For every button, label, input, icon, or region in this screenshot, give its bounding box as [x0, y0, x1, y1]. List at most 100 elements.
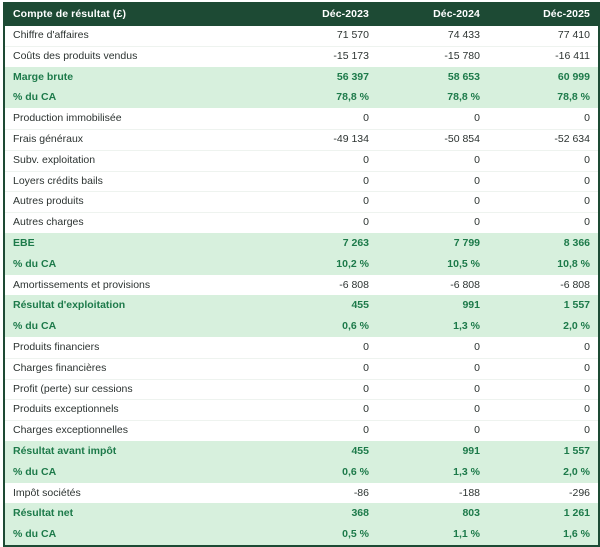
row-label: Production immobilisée	[4, 108, 266, 130]
row-value: 0	[488, 170, 599, 192]
row-value: 991	[377, 295, 488, 317]
row-value: -15 780	[377, 45, 488, 68]
table-row: % du CA 78,8 % 78,8 % 78,8 %	[4, 87, 599, 109]
row-label: Profit (perte) sur cessions	[4, 378, 266, 400]
table-row: % du CA 0,6 % 1,3 % 2,0 %	[4, 316, 599, 338]
table-row: Loyers crédits bails 0 0 0	[4, 170, 599, 192]
row-value: 10,5 %	[377, 253, 488, 276]
row-label: Marge brute	[4, 66, 266, 88]
row-value: 0,6 %	[266, 316, 377, 338]
row-value: -50 854	[377, 128, 488, 151]
row-value: 74 433	[447, 29, 480, 41]
row-label: Coûts des produits vendus	[4, 45, 266, 68]
row-value: 0	[266, 357, 377, 380]
row-value: 0	[266, 378, 377, 400]
row-value: 0	[377, 149, 488, 172]
row-label: Produits exceptionnels	[4, 399, 266, 421]
table-row: Charges financières 0 0 0	[4, 357, 599, 380]
row-label: Résultat d'exploitation	[4, 295, 266, 317]
row-value: -188	[377, 482, 488, 504]
row-label: Chiffre d'affaires	[13, 29, 89, 41]
row-value: -6 808	[377, 274, 488, 296]
table-row: Subv. exploitation 0 0 0	[4, 149, 599, 172]
row-value: 56 397	[266, 66, 377, 88]
row-value: -16 411	[488, 45, 599, 68]
row-value: 0	[266, 149, 377, 172]
row-label: Subv. exploitation	[4, 149, 266, 172]
row-value: 0	[266, 191, 377, 213]
row-value: 0	[488, 108, 599, 130]
row-value: 0	[488, 191, 599, 213]
row-label: Autres produits	[4, 191, 266, 213]
table-row: Amortissements et provisions -6 808 -6 808…	[4, 274, 599, 296]
row-value: 991	[377, 440, 488, 463]
row-label: % du CA	[4, 461, 266, 484]
table-row: % du CA 0,6 % 1,3 % 2,0 %	[4, 461, 599, 484]
column-header-period-3: Déc-2025	[543, 8, 590, 20]
row-value: 1 557	[488, 295, 599, 317]
row-value: 10,8 %	[488, 253, 599, 276]
row-value: 71 570	[336, 29, 369, 41]
row-value: 0	[266, 336, 377, 359]
row-value: 2,0 %	[488, 461, 599, 484]
table-row: Coûts des produits vendus -15 173 -15 780-…	[4, 45, 599, 68]
row-value: -49 134	[266, 128, 377, 151]
row-label: Charges exceptionnelles	[4, 420, 266, 442]
table-row: Marge brute 56 397 58 653 60 999	[4, 66, 599, 88]
table-row: % du CA 0,5 % 1,1 % 1,6 %	[4, 524, 599, 546]
row-label: % du CA	[4, 524, 266, 546]
column-header-period-1: Déc-2023	[322, 8, 369, 20]
row-value: -86	[266, 482, 377, 504]
row-value: 0	[266, 170, 377, 192]
row-value: 1,3 %	[377, 316, 488, 338]
row-value: 58 653	[377, 66, 488, 88]
table-row: Autres produits 0 0 0	[4, 191, 599, 213]
row-label: Frais généraux	[4, 128, 266, 151]
row-value: 1,1 %	[377, 524, 488, 546]
row-label: % du CA	[4, 316, 266, 338]
row-value: 60 999	[488, 66, 599, 88]
income-statement-table: Compte de résultat (£) Déc-2023 Déc-2024…	[3, 2, 600, 547]
row-value: 0	[488, 336, 599, 359]
table-row: Impôt sociétés -86 -188 -296	[4, 482, 599, 504]
row-value: -52 634	[488, 128, 599, 151]
row-value: 0,5 %	[266, 524, 377, 546]
row-value: 78,8 %	[266, 87, 377, 109]
row-label: % du CA	[4, 253, 266, 276]
table-body: Chiffre d'affaires 71 570 74 433 77 410 Coût…	[4, 26, 599, 546]
row-value: 1,6 %	[488, 524, 599, 546]
row-value: 0	[377, 420, 488, 442]
table-row: % du CA 10,2 % 10,5 % 10,8 %	[4, 253, 599, 276]
row-value: 0	[377, 336, 488, 359]
row-value: -296	[488, 482, 599, 504]
row-value: 1 557	[488, 440, 599, 463]
row-label: Autres charges	[4, 212, 266, 234]
row-value: -6 808	[488, 274, 599, 296]
row-label: Loyers crédits bails	[4, 170, 266, 192]
row-value: 0	[488, 399, 599, 421]
table-header-row: Compte de résultat (£) Déc-2023 Déc-2024…	[4, 2, 599, 26]
row-value: 0	[377, 212, 488, 234]
row-value: 0	[488, 420, 599, 442]
row-value: 0,6 %	[266, 461, 377, 484]
table-row: Résultat net 368 803 1 261	[4, 503, 599, 525]
row-value: 0	[488, 357, 599, 380]
row-value: 455	[266, 295, 377, 317]
row-label: Charges financières	[4, 357, 266, 380]
row-value: 0	[377, 399, 488, 421]
row-value: -6 808	[266, 274, 377, 296]
row-value: 455	[266, 440, 377, 463]
row-value: 0	[488, 149, 599, 172]
table-row: EBE 7 263 7 799 8 366	[4, 232, 599, 255]
table-header: Compte de résultat (£) Déc-2023 Déc-2024…	[4, 2, 599, 26]
row-label: Impôt sociétés	[4, 482, 266, 504]
row-value: 8 366	[488, 232, 599, 255]
row-value: 2,0 %	[488, 316, 599, 338]
row-value: 0	[266, 399, 377, 421]
column-header-period-2: Déc-2024	[433, 8, 480, 20]
row-value: 0	[266, 108, 377, 130]
table-row: Résultat avant impôt 455 991 1 557	[4, 440, 599, 463]
row-label: Produits financiers	[4, 336, 266, 359]
row-label: Résultat net	[4, 503, 266, 525]
row-value: 77 410	[557, 29, 590, 41]
